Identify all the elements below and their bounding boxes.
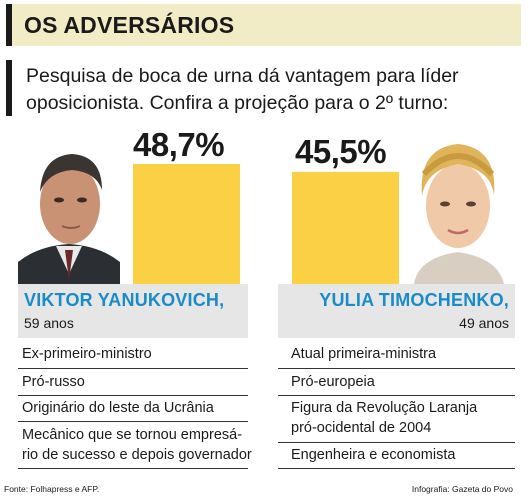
credit-note: Infografia: Gazeta do Povo [411, 484, 513, 494]
divider [278, 442, 515, 443]
trait-item: Ex-primeiro-ministro [22, 346, 152, 362]
candidate-age: 49 anos [459, 315, 509, 331]
page-title: OS ADVERSÁRIOS [24, 12, 235, 38]
subtitle: Pesquisa de boca de urna dá vantagem par… [26, 65, 459, 114]
trait-item: Engenheira e economista [291, 447, 456, 463]
namebox-timochenko: YULIA TIMOCHENKO, 49 anos [278, 284, 515, 338]
candidate-age: 59 anos [24, 315, 74, 331]
candidate-name: VIKTOR YANUKOVICH, [24, 290, 225, 310]
bar-timochenko [292, 171, 399, 284]
divider [18, 468, 248, 469]
value-label-timochenko: 45,5% [295, 133, 387, 170]
value-label-yanukovich: 48,7% [133, 126, 225, 163]
photo-timochenko [400, 134, 516, 284]
photo-yanukovich [18, 134, 120, 284]
trait-item: Mecânico que se tornou empresá- rio de s… [22, 427, 252, 463]
header-accent-bar [6, 4, 12, 46]
candidate-name: YULIA TIMOCHENKO, [319, 290, 509, 310]
divider [278, 468, 515, 469]
trait-item: Figura da Revolução Laranja pró-ocidenta… [291, 400, 478, 436]
divider [278, 368, 515, 369]
trait-item: Atual primeira-ministra [291, 346, 437, 362]
divider [18, 421, 248, 422]
bar-yanukovich [133, 164, 240, 284]
subtitle-accent-bar [6, 60, 12, 116]
divider [18, 395, 248, 396]
source-note: Fonte: Folhapress e AFP. [4, 484, 100, 494]
trait-item: Pró-europeia [291, 374, 375, 390]
trait-item: Pró-russo [22, 374, 85, 390]
trait-item: Originário do leste da Ucrânia [22, 400, 214, 416]
namebox-yanukovich: VIKTOR YANUKOVICH, 59 anos [18, 284, 248, 338]
divider [18, 368, 248, 369]
header-band: OS ADVERSÁRIOS [6, 4, 521, 46]
divider [278, 395, 515, 396]
